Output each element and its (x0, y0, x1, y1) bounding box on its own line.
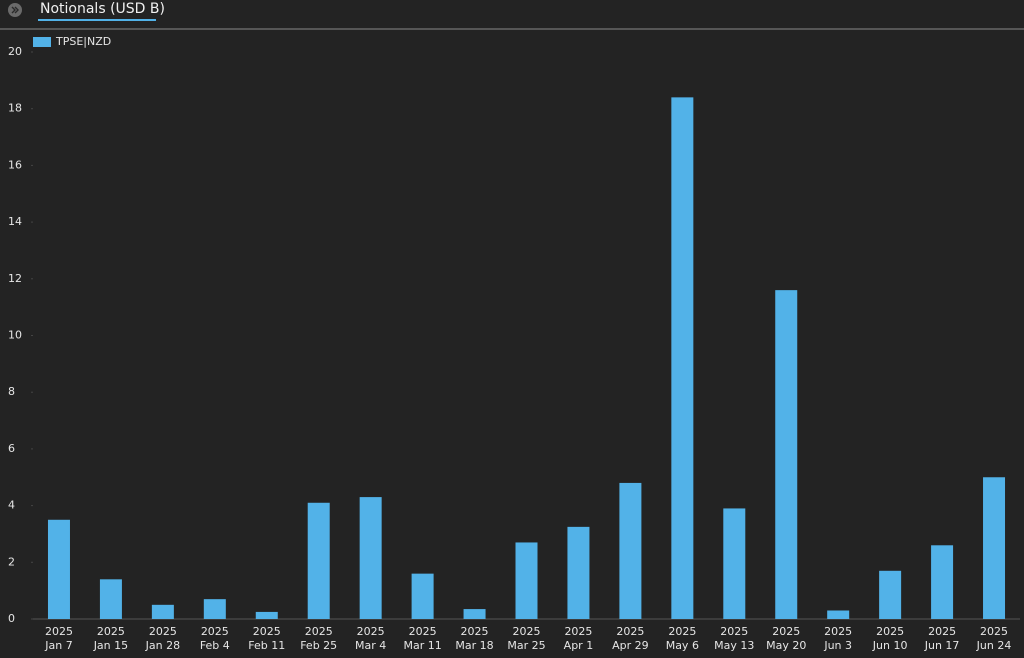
x-tick-line: Jun 24 (976, 639, 1012, 652)
bar (931, 545, 954, 619)
x-tick-line: 2025 (357, 625, 385, 638)
chart-title[interactable]: Notionals (USD B) (40, 1, 165, 17)
collapse-icon (11, 6, 19, 14)
y-tick-label: 16 (8, 158, 22, 171)
bar (775, 290, 798, 619)
x-tick-label: 2025 Jun 17 (924, 625, 960, 652)
y-tick-label: 10 (8, 329, 22, 342)
legend-label: TPSE|NZD (55, 35, 111, 48)
x-tick-line: May 13 (714, 639, 754, 652)
bar (515, 542, 538, 619)
x-tick-label: 2025 Jan 15 (93, 625, 128, 652)
x-tick-line: 2025 (720, 625, 748, 638)
x-tick-line: Jun 3 (823, 639, 852, 652)
bar (671, 97, 694, 620)
y-tick-label: 4 (8, 499, 15, 512)
bar (99, 579, 122, 619)
bar (879, 570, 902, 619)
bar (619, 482, 642, 619)
x-tick-line: 2025 (253, 625, 281, 638)
x-tick-label: 2025 May 20 (766, 625, 806, 652)
x-tick-line: Mar 18 (455, 639, 493, 652)
x-tick-line: Jan 15 (93, 639, 128, 652)
x-tick-line: Jan 28 (145, 639, 180, 652)
y-tick-label: 18 (8, 102, 22, 115)
x-tick-label: 2025 Feb 4 (200, 625, 230, 652)
x-tick-line: May 20 (766, 639, 806, 652)
bar (359, 497, 382, 619)
x-tick-line: Apr 29 (612, 639, 649, 652)
bar (723, 508, 746, 619)
x-tick-line: 2025 (980, 625, 1008, 638)
x-tick-line: 2025 (305, 625, 333, 638)
bar (411, 573, 434, 619)
x-tick-label: 2025 Jun 3 (823, 625, 852, 652)
x-tick-line: 2025 (564, 625, 592, 638)
x-tick-line: 2025 (616, 625, 644, 638)
x-tick-line: 2025 (201, 625, 229, 638)
x-tick-label: 2025 Feb 25 (300, 625, 337, 652)
x-tick-label: 2025 Jun 24 (976, 625, 1012, 652)
x-tick-line: Feb 4 (200, 639, 230, 652)
x-tick-line: Feb 25 (300, 639, 337, 652)
bar (567, 526, 590, 619)
x-tick-line: May 6 (666, 639, 699, 652)
bar (151, 604, 174, 619)
x-tick-line: Feb 11 (248, 639, 285, 652)
x-tick-line: Jun 10 (872, 639, 908, 652)
bar (463, 609, 486, 619)
x-tick-line: Mar 11 (403, 639, 441, 652)
x-tick-line: Jan 7 (44, 639, 72, 652)
x-tick-line: Apr 1 (564, 639, 594, 652)
bar (255, 611, 278, 619)
x-tick-line: 2025 (461, 625, 489, 638)
x-tick-line: 2025 (149, 625, 177, 638)
y-tick-label: 2 (8, 555, 15, 568)
x-tick-line: Jun 17 (924, 639, 960, 652)
x-tick-line: Mar 4 (355, 639, 386, 652)
bar (307, 502, 330, 619)
x-tick-line: 2025 (97, 625, 125, 638)
x-tick-line: Mar 25 (507, 639, 545, 652)
bar (983, 477, 1006, 619)
y-tick-label: 20 (8, 45, 22, 58)
x-tick-label: 2025 Apr 1 (564, 625, 594, 652)
x-tick-label: 2025 Jan 28 (145, 625, 180, 652)
y-tick-label: 6 (8, 442, 15, 455)
x-tick-line: 2025 (876, 625, 904, 638)
y-tick-label: 14 (8, 215, 22, 228)
bar (203, 599, 226, 619)
x-tick-line: 2025 (513, 625, 541, 638)
x-tick-label: 2025 Feb 11 (248, 625, 285, 652)
y-tick-label: 12 (8, 272, 22, 285)
x-tick-label: 2025 Mar 18 (455, 625, 493, 652)
x-tick-label: 2025 Jun 10 (872, 625, 908, 652)
bar (47, 519, 70, 619)
x-tick-label: 2025 Apr 29 (612, 625, 649, 652)
x-tick-label: 2025 May 6 (666, 625, 699, 652)
x-tick-label: 2025 Mar 25 (507, 625, 545, 652)
x-tick-line: 2025 (824, 625, 852, 638)
y-tick-label: 0 (8, 612, 15, 625)
x-tick-label: 2025 Mar 4 (355, 625, 386, 652)
x-tick-line: 2025 (45, 625, 73, 638)
bar (827, 610, 850, 619)
x-tick-line: 2025 (928, 625, 956, 638)
x-tick-line: 2025 (409, 625, 437, 638)
x-tick-label: 2025 May 13 (714, 625, 754, 652)
y-tick-label: 8 (8, 385, 15, 398)
x-tick-line: 2025 (772, 625, 800, 638)
x-tick-label: 2025 Jan 7 (44, 625, 73, 652)
legend-swatch (33, 37, 51, 47)
x-tick-label: 2025 Mar 11 (403, 625, 441, 652)
x-tick-line: 2025 (668, 625, 696, 638)
